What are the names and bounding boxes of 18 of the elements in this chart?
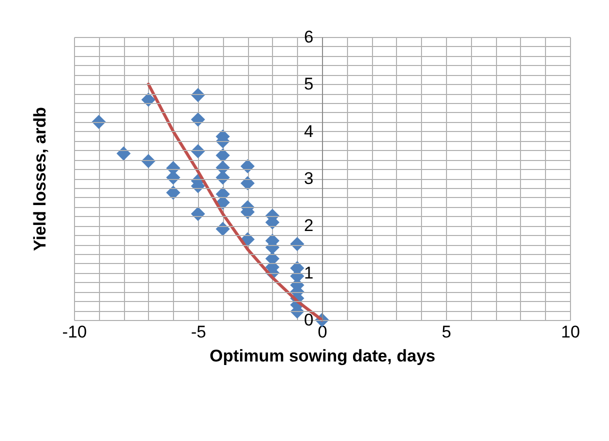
point xyxy=(166,186,180,200)
x-tick-label: -5 xyxy=(190,322,206,342)
y-tick-label: 5 xyxy=(304,74,314,94)
y-axis-title: Yield losses, ardb xyxy=(30,107,50,251)
point xyxy=(190,88,206,102)
point xyxy=(190,112,206,127)
x-tick-label: -10 xyxy=(62,322,87,342)
x-tick-label: 5 xyxy=(442,322,452,342)
y-tick-label: 6 xyxy=(304,28,314,46)
y-tick-label: 1 xyxy=(304,263,314,282)
y-tick-label: 2 xyxy=(304,216,314,236)
y-tick-label: 0 xyxy=(304,310,314,330)
y-tick-label: 4 xyxy=(304,122,314,141)
x-tick-label: 0 xyxy=(318,322,328,342)
y-tick-label: 3 xyxy=(304,169,314,188)
x-axis-title: Optimum sowing date, days xyxy=(210,346,436,366)
x-tick-label: 10 xyxy=(561,322,580,342)
point xyxy=(116,146,131,161)
